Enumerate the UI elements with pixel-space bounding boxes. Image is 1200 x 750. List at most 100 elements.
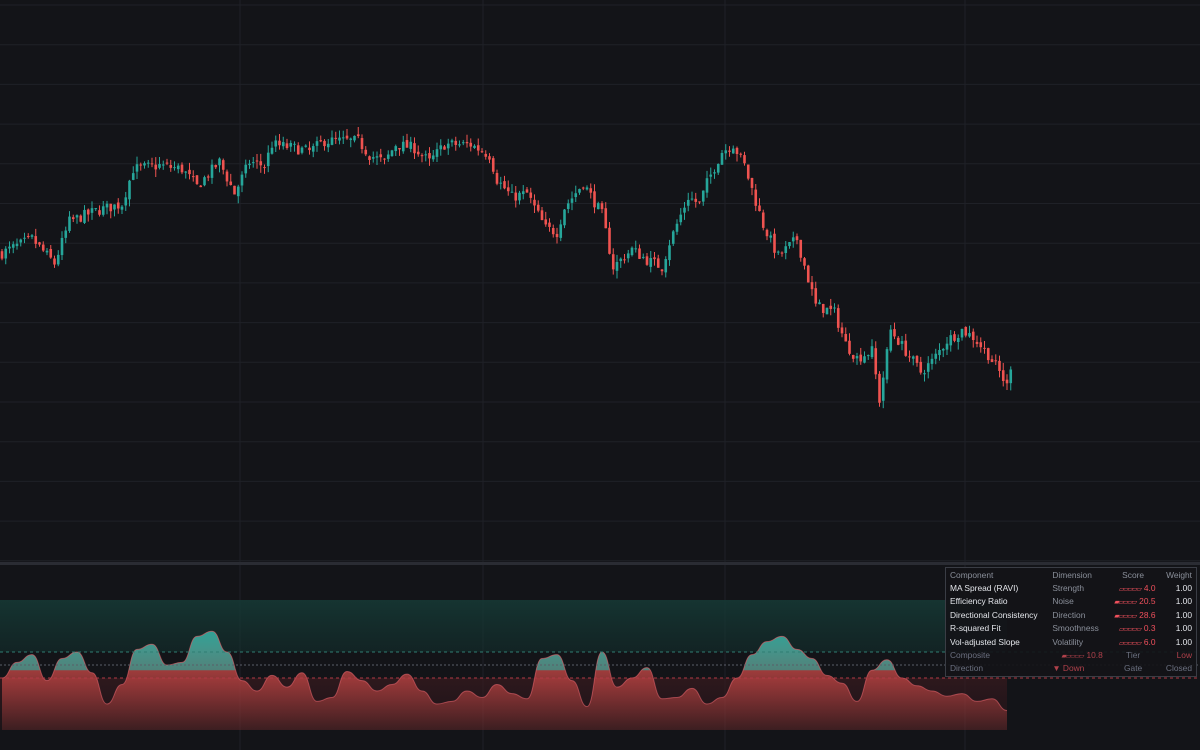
candle (705, 170, 709, 198)
candle (671, 229, 675, 246)
candle (105, 200, 109, 215)
candle-body (731, 148, 735, 154)
candle (229, 173, 233, 186)
candle-body (664, 259, 668, 273)
candle (881, 371, 885, 409)
oscillator-pane[interactable] (0, 565, 1200, 750)
candle-body (390, 150, 394, 157)
candle-body (934, 353, 938, 359)
candle (4, 246, 8, 265)
candle-body (323, 140, 326, 147)
candle (0, 249, 4, 261)
candle-body (1001, 370, 1005, 382)
candle-body (98, 210, 101, 215)
candle (83, 205, 86, 225)
table-row: Directional Consistency Direction ▰▱▱▱▱ 2… (946, 608, 1196, 621)
candle (578, 188, 581, 195)
candle (368, 155, 371, 165)
candle (720, 149, 724, 165)
candle-body (656, 258, 660, 268)
candle (716, 163, 720, 175)
candle (964, 326, 968, 338)
gate-value: Closed (1165, 663, 1192, 674)
candle (334, 131, 338, 144)
candle (559, 219, 563, 242)
candle-body (716, 163, 720, 173)
candle-body (885, 349, 889, 380)
composite-score: ▰▱▱▱▱ 10.8 (1048, 648, 1106, 661)
candle (41, 241, 45, 253)
candle (855, 352, 859, 365)
candle-body (998, 360, 1001, 371)
candle (424, 150, 428, 162)
candle-body (570, 198, 574, 203)
candle-body (874, 348, 878, 375)
candle (585, 185, 589, 191)
candle (548, 218, 551, 232)
candle-body (728, 150, 731, 152)
candle (458, 140, 461, 148)
candle-body (428, 153, 431, 159)
candle-body (4, 248, 8, 259)
candle-body (146, 162, 150, 164)
candle (810, 275, 814, 296)
candle-body (281, 142, 285, 147)
price-chart[interactable] (0, 0, 1200, 562)
candle-body (450, 140, 454, 143)
candle (188, 162, 191, 180)
candle-body (53, 258, 56, 265)
candle-body (101, 206, 105, 215)
candle (848, 333, 851, 356)
candle-body (930, 358, 934, 364)
candle (904, 333, 908, 357)
candle (416, 145, 420, 157)
candle (236, 184, 240, 204)
candle-body (169, 165, 173, 168)
candle (311, 143, 315, 158)
candle-body (608, 227, 611, 254)
candle (589, 183, 593, 199)
candle (773, 228, 776, 259)
candle (949, 330, 953, 352)
candle-body (589, 188, 593, 193)
candle-body (409, 141, 413, 149)
candle-body (161, 164, 165, 166)
candle (8, 241, 11, 254)
oscillator-chart[interactable] (0, 565, 1200, 750)
candle (840, 322, 844, 338)
candle (990, 355, 994, 363)
candle-body (499, 182, 503, 184)
candle-body (521, 191, 525, 195)
candle-body (855, 356, 859, 359)
candle-body (536, 204, 540, 211)
candle (131, 166, 135, 181)
candle (221, 158, 225, 175)
candle (461, 139, 465, 146)
candle-body (120, 206, 124, 210)
candle (540, 206, 544, 221)
candle (743, 151, 746, 166)
candle (338, 130, 341, 145)
candle (293, 141, 296, 152)
candle-body (383, 158, 386, 160)
price-chart-pane[interactable] (0, 0, 1200, 562)
candle-body (244, 164, 248, 174)
candle-body (761, 212, 765, 228)
candle-body (233, 185, 236, 195)
candle-body (289, 142, 293, 147)
candle (15, 238, 19, 250)
candle-body (709, 174, 713, 177)
candle (975, 335, 979, 348)
candle-body (679, 214, 683, 223)
candle-body (443, 146, 446, 150)
candle (885, 347, 889, 384)
candle (278, 133, 281, 150)
candle-body (83, 209, 86, 223)
candle-body (769, 235, 773, 238)
header-score: Score (1122, 569, 1145, 580)
candle (308, 141, 311, 155)
candle (375, 151, 379, 166)
gate-label: Gate (1124, 663, 1143, 674)
pane-divider[interactable] (0, 562, 1200, 565)
candle (435, 142, 439, 162)
